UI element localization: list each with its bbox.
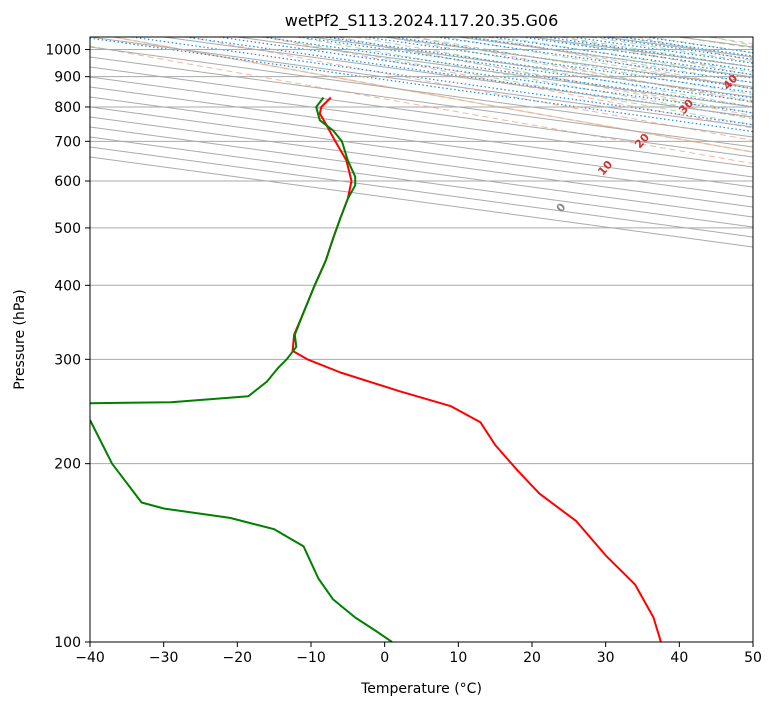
mixing-ratio-line: [90, 37, 753, 133]
dry-adiabat-line: [338, 37, 753, 117]
isotherm-line: [90, 56, 753, 148]
chart-title: wetPf2_S113.2024.117.20.35.G06: [285, 11, 559, 31]
isotherm-line: [90, 136, 753, 228]
y-tick-label: 100: [54, 635, 81, 651]
sounding-line: [291, 96, 662, 642]
y-tick-label: 300: [54, 352, 81, 368]
isotherm-line: [90, 76, 753, 168]
x-tick-label: 0: [380, 650, 389, 666]
isotherm-line: [90, 96, 753, 188]
moist-adiabat-line: [355, 37, 753, 108]
dry-adiabat-line: [188, 37, 753, 141]
x-axis-ticks: −40 −30 −20 −10 0 10 20 30 40 50: [75, 642, 762, 666]
y-tick-label: 1000: [45, 43, 81, 59]
isotherm-line: [90, 86, 753, 178]
mixing-ratio-line: [436, 37, 753, 84]
y-tick-label: 600: [54, 174, 81, 190]
x-tick-label: −10: [296, 650, 326, 666]
x-tick-label: −40: [75, 650, 105, 666]
isotherm-line: [90, 66, 753, 158]
sounding-line: [90, 96, 357, 405]
x-axis-label: Temperature (°C): [360, 681, 482, 697]
isotherm-line: [90, 106, 753, 198]
x-tick-label: −30: [149, 650, 179, 666]
isotherm-line: [90, 126, 753, 218]
y-tick-label: 900: [54, 70, 81, 86]
y-tick-label: 200: [54, 457, 81, 473]
x-tick-label: 10: [449, 650, 467, 666]
x-tick-label: 50: [744, 650, 762, 666]
sounding-series: [90, 96, 662, 642]
plot-area: 0.10.20.40.611.52346810131620253036-100-…: [90, 37, 753, 642]
boundary-adiabat-line: [113, 37, 753, 153]
y-tick-label: 700: [54, 134, 81, 150]
x-tick-label: 30: [597, 650, 615, 666]
y-axis-label: Pressure (hPa): [12, 289, 28, 389]
y-tick-label: 500: [54, 221, 81, 237]
sounding-line: [90, 419, 393, 642]
y-tick-label: 400: [54, 278, 81, 294]
y-axis-ticks: 100 200 300 400 500 600 700 800 900 1000: [45, 43, 90, 651]
mixing-ratio-line: [522, 37, 753, 71]
isotherm-line: [90, 116, 753, 208]
skewed-isotherms: [90, 37, 753, 248]
pressure-gridlines: [90, 49, 753, 642]
mixing-ratio-line: [131, 37, 753, 126]
y-tick-label: 800: [54, 100, 81, 116]
x-tick-label: 40: [670, 650, 688, 666]
x-tick-label: −20: [223, 650, 253, 666]
mixing-ratio-line: [492, 37, 753, 76]
dry-adiabat-line: [412, 37, 753, 104]
x-tick-label: 20: [523, 650, 541, 666]
plot-frame: [89, 36, 754, 643]
moist-adiabat-line: [325, 37, 753, 114]
